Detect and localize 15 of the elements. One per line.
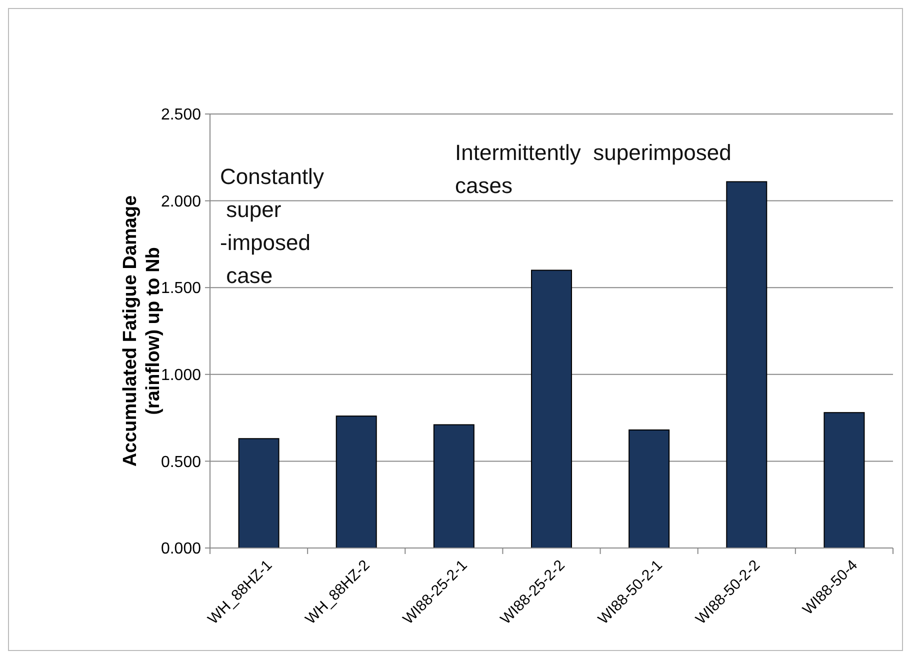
y-tick-label: 2.000 <box>160 193 202 210</box>
bar <box>531 270 572 548</box>
bar <box>726 181 768 548</box>
annotation: Intermittently superimposed cases <box>455 140 732 198</box>
bar <box>238 438 280 548</box>
annotation: Constantly super -imposed case <box>220 164 324 288</box>
y-tick-label: 0.000 <box>160 540 202 558</box>
bar <box>824 412 865 548</box>
y-tick-label: 1.000 <box>160 367 202 384</box>
y-tick-label: 1.500 <box>160 280 202 298</box>
bar <box>433 424 474 548</box>
y-tick-label: 0.500 <box>160 454 202 471</box>
bar <box>336 416 377 548</box>
y-tick-label: 2.500 <box>160 106 202 124</box>
bar <box>628 429 670 548</box>
